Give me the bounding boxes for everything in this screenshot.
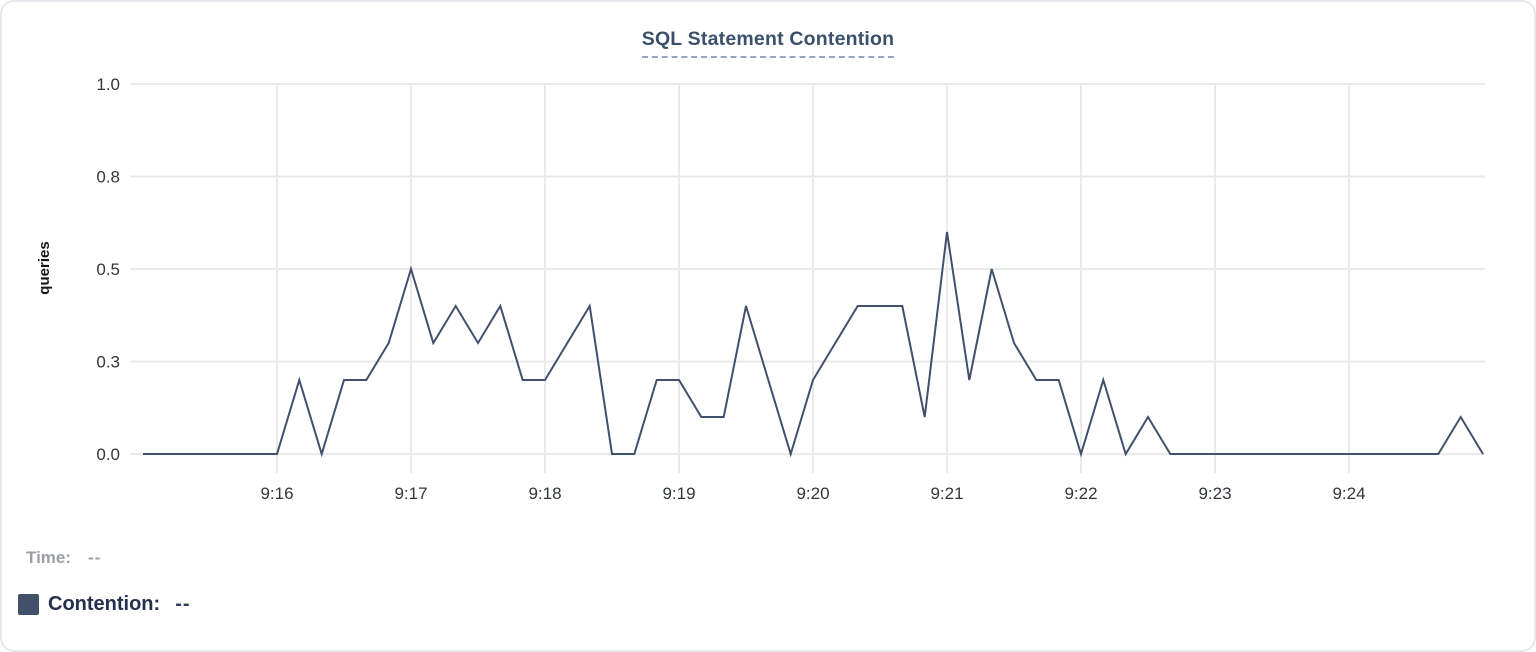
y-axis-title: queries <box>36 241 53 294</box>
x-tick-label: 9:22 <box>1064 484 1097 503</box>
y-tick-label: 0.5 <box>96 260 120 279</box>
legend-time-row: Time: -- <box>26 548 101 568</box>
y-tick-label: 0.0 <box>96 445 120 464</box>
x-tick-label: 9:19 <box>662 484 695 503</box>
x-tick-label: 9:18 <box>528 484 561 503</box>
contention-series-line <box>143 231 1484 458</box>
contention-label: Contention: <box>48 593 161 615</box>
y-tick-label: 0.3 <box>96 353 120 372</box>
legend-contention-row: Contention: -- <box>18 593 191 616</box>
x-tick-label: 9:23 <box>1198 484 1231 503</box>
contention-value: -- <box>175 593 191 615</box>
y-tick-label: 1.0 <box>96 75 120 94</box>
contention-series-swatch-icon <box>18 594 39 615</box>
time-label: Time: <box>26 548 72 567</box>
x-tick-label: 9:16 <box>260 484 293 503</box>
chart-header: SQL Statement Contention <box>2 28 1534 58</box>
contention-line-chart[interactable]: 0.0 0.3 0.5 0.8 1.0 9:16 9:17 9:18 9:19 9:20 9:21 9… <box>2 2 1536 522</box>
x-tick-label: 9:20 <box>796 484 829 503</box>
x-tick-label: 9:21 <box>930 484 963 503</box>
chart-title[interactable]: SQL Statement Contention <box>641 28 895 58</box>
time-value: -- <box>88 548 102 567</box>
x-tick-label: 9:24 <box>1332 484 1365 503</box>
x-tick-label: 9:17 <box>394 484 427 503</box>
y-tick-label: 0.8 <box>96 168 120 187</box>
